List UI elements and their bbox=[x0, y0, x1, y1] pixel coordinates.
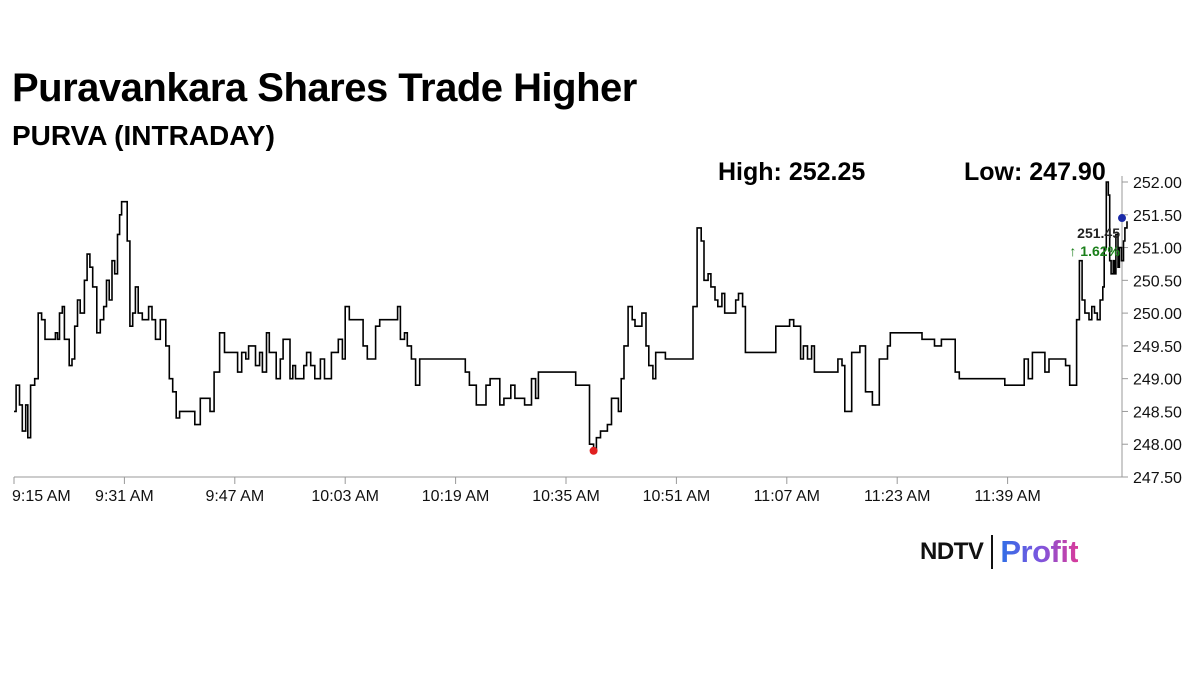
price-chart: 9:15 AM 9:31 AM 9:47 AM 10:03 AM 10:19 AM 10:… bbox=[12, 175, 1182, 505]
x-tick-label: 10:35 AM bbox=[532, 488, 600, 505]
y-axis-ticks: 252.00 251.50 251.00 250.50 250.00 249.50 249.… bbox=[1122, 175, 1182, 487]
chart-axes bbox=[14, 176, 1123, 478]
profit-wordmark: Profit bbox=[1000, 534, 1079, 569]
ndtv-wordmark: NDTV bbox=[920, 538, 984, 565]
x-tick-label: 11:23 AM bbox=[864, 488, 930, 505]
ndtv-profit-logo: NDTV Profit bbox=[920, 534, 1079, 570]
logo-divider bbox=[991, 535, 994, 569]
low-price-marker bbox=[589, 446, 598, 455]
y-tick-label: 249.50 bbox=[1133, 339, 1182, 356]
last-price-label: 251.45 bbox=[1077, 225, 1120, 241]
y-tick-label: 248.50 bbox=[1133, 404, 1182, 421]
chart-subtitle: PURVA (INTRADAY) bbox=[12, 120, 275, 151]
x-tick-label: 10:19 AM bbox=[422, 488, 490, 505]
price-series-line bbox=[14, 181, 1128, 452]
x-tick-label: 9:31 AM bbox=[95, 488, 154, 505]
x-tick-label: 11:39 AM bbox=[974, 488, 1040, 505]
y-tick-label: 250.00 bbox=[1133, 306, 1182, 323]
low-value: Low: 247.90 bbox=[964, 158, 1106, 186]
y-tick-label: 248.00 bbox=[1133, 437, 1182, 454]
last-price-marker bbox=[1118, 214, 1126, 223]
y-tick-label: 250.50 bbox=[1133, 273, 1182, 290]
x-tick-label: 9:47 AM bbox=[205, 488, 264, 505]
y-tick-label: 249.00 bbox=[1133, 372, 1182, 389]
x-tick-label: 10:51 AM bbox=[643, 488, 711, 505]
x-tick-label: 10:03 AM bbox=[311, 488, 379, 505]
y-tick-label: 252.00 bbox=[1133, 175, 1182, 192]
x-tick-label: 9:15 AM bbox=[12, 488, 71, 505]
y-tick-label: 247.50 bbox=[1133, 470, 1182, 487]
x-tick-label: 11:07 AM bbox=[754, 488, 820, 505]
y-tick-label: 251.50 bbox=[1133, 208, 1182, 225]
page-title: Puravankara Shares Trade Higher bbox=[12, 66, 637, 110]
high-value: High: 252.25 bbox=[718, 158, 866, 186]
price-change-label: ↑ 1.62% bbox=[1069, 243, 1120, 259]
x-axis-ticks: 9:15 AM 9:31 AM 9:47 AM 10:03 AM 10:19 AM 10:… bbox=[12, 477, 1041, 505]
y-tick-label: 251.00 bbox=[1133, 241, 1182, 258]
